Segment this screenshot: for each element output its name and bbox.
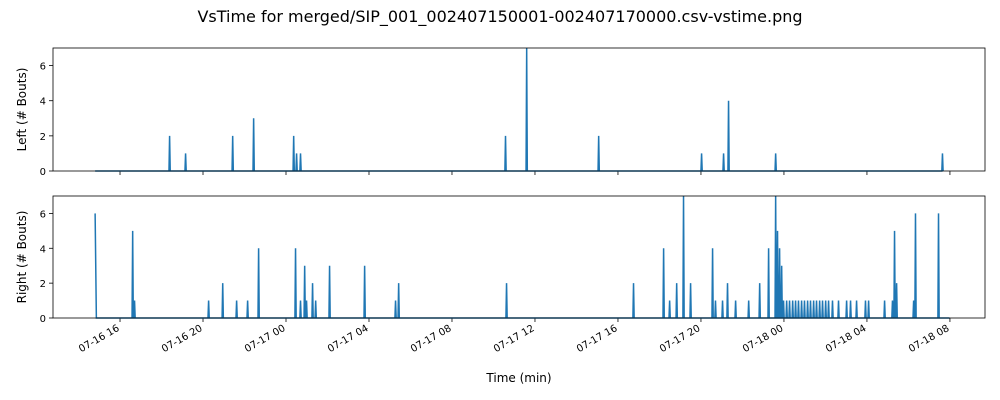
y-tick-label: 0 xyxy=(40,314,46,325)
x-tick-label: 07-18 04 xyxy=(824,323,868,355)
data-line xyxy=(95,47,944,172)
x-tick-label: 07-18 00 xyxy=(741,323,785,355)
x-tick-label: 07-17 08 xyxy=(409,323,453,355)
x-tick-label: 07-17 00 xyxy=(243,323,287,355)
data-line xyxy=(94,195,950,319)
chart-title: VsTime for merged/SIP_001_002407150001-0… xyxy=(197,7,802,27)
axes-frame xyxy=(52,195,986,319)
x-tick-label: 07-17 20 xyxy=(658,323,702,355)
x-tick-label: 07-18 08 xyxy=(907,323,951,355)
x-tick-label: 07-17 12 xyxy=(492,323,536,355)
y-axis-label: Right (# Bouts) xyxy=(15,211,29,304)
y-tick-label: 4 xyxy=(40,244,46,255)
axes-frame xyxy=(52,47,986,172)
y-tick-label: 6 xyxy=(40,209,46,220)
y-axis-label: Left (# Bouts) xyxy=(15,68,29,152)
x-tick-label: 07-16 20 xyxy=(160,323,204,355)
y-tick-label: 2 xyxy=(40,132,46,143)
y-tick-label: 2 xyxy=(40,279,46,290)
x-tick-label: 07-17 04 xyxy=(326,323,370,355)
y-tick-label: 0 xyxy=(40,167,46,178)
x-axis-label: Time (min) xyxy=(485,371,551,385)
x-tick-label: 07-16 16 xyxy=(77,323,121,355)
y-tick-label: 4 xyxy=(40,97,46,108)
y-tick-label: 6 xyxy=(40,62,46,73)
x-tick-label: 07-17 16 xyxy=(575,323,619,355)
